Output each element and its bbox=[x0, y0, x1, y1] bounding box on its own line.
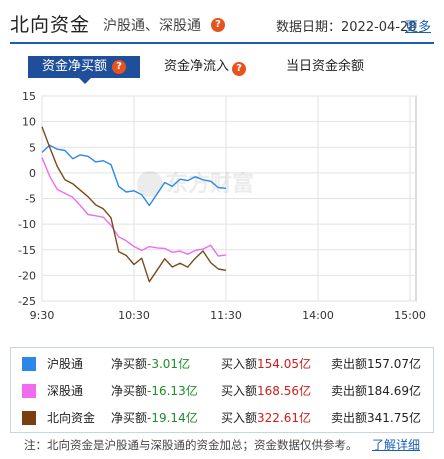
x-axis-ticks: 9:30 10:30 11:30 14:00 15:00 bbox=[30, 309, 426, 322]
x-tick-label: 15:00 bbox=[394, 309, 426, 322]
tab-net-inflow-label: 资金净流入 bbox=[164, 59, 230, 74]
legend-net: 净买额-19.14亿 bbox=[111, 405, 198, 431]
page-subtitle: 沪股通、深股通 bbox=[103, 18, 201, 34]
legend-buy: 买入额322.61亿 bbox=[221, 405, 311, 431]
header: 北向资金 沪股通、深股通 ? 数据日期：2022-04-28 更多 bbox=[0, 0, 444, 44]
net-label: 净买额 bbox=[111, 357, 148, 371]
help-icon[interactable]: ? bbox=[232, 62, 247, 76]
y-tick-label: -15 bbox=[18, 244, 36, 257]
x-tick-label: 14:00 bbox=[302, 309, 334, 322]
tab-net-buy[interactable]: 资金净买额 ? bbox=[28, 56, 140, 78]
sell-value: 157.07亿 bbox=[367, 357, 422, 371]
net-value: -16.13亿 bbox=[147, 384, 198, 398]
sell-label: 卖出额 bbox=[331, 384, 368, 398]
y-tick-label: 10 bbox=[22, 116, 36, 129]
more-link[interactable]: 更多 bbox=[405, 20, 432, 35]
sell-value: 184.69亿 bbox=[367, 384, 422, 398]
data-date: 数据日期：2022-04-28 bbox=[276, 20, 417, 35]
legend-row-north: 北向资金 净买额-19.14亿 买入额322.61亿 卖出额341.75亿 bbox=[11, 405, 433, 431]
legend-sell: 卖出额157.07亿 bbox=[331, 351, 421, 377]
sell-value: 341.75亿 bbox=[367, 411, 422, 425]
tab-daily-balance[interactable]: 当日资金余额 bbox=[286, 56, 364, 78]
header-divider bbox=[10, 42, 434, 44]
y-tick-label: -20 bbox=[18, 269, 36, 282]
learn-more-link[interactable]: 了解详细 bbox=[372, 438, 421, 452]
buy-label: 买入额 bbox=[221, 384, 258, 398]
y-tick-label: 15 bbox=[22, 90, 36, 103]
tab-bar: 资金净买额 ? 资金净流入? 当日资金余额 bbox=[28, 56, 428, 84]
legend-sell: 卖出额184.69亿 bbox=[331, 378, 421, 404]
legend-swatch-north bbox=[22, 411, 36, 425]
watermark: 东方财富 bbox=[137, 171, 254, 197]
y-tick-label: -10 bbox=[18, 218, 36, 231]
help-icon[interactable]: ? bbox=[211, 18, 225, 32]
legend-sell: 卖出额341.75亿 bbox=[331, 405, 421, 431]
y-tick-label: -25 bbox=[18, 295, 36, 308]
legend-row-sh: 沪股通 净买额-3.01亿 买入额154.05亿 卖出额157.07亿 bbox=[11, 351, 433, 377]
buy-value: 168.56亿 bbox=[257, 384, 312, 398]
x-tick-label: 11:30 bbox=[210, 309, 242, 322]
sell-label: 卖出额 bbox=[331, 357, 368, 371]
net-value: -3.01亿 bbox=[147, 357, 191, 371]
legend-row-sz: 深股通 净买额-16.13亿 买入额168.56亿 卖出额184.69亿 bbox=[11, 378, 433, 404]
legend-net: 净买额-3.01亿 bbox=[111, 351, 190, 377]
legend-name: 北向资金 bbox=[47, 411, 96, 425]
tab-net-buy-label: 资金净买额 bbox=[42, 59, 108, 74]
legend-swatch-sz bbox=[22, 384, 36, 398]
watermark-text: 东方财富 bbox=[166, 171, 254, 197]
page-title: 北向资金 bbox=[10, 14, 91, 36]
legend-buy: 买入额168.56亿 bbox=[221, 378, 311, 404]
series-lines bbox=[41, 126, 227, 283]
y-axis-ticks: 15 10 5 0 -5 -10 -15 -20 -25 bbox=[18, 90, 36, 308]
legend-buy: 买入额154.05亿 bbox=[221, 351, 311, 377]
series-line-2 bbox=[41, 126, 227, 283]
x-tick-label: 9:30 bbox=[30, 309, 55, 322]
legend-name: 沪股通 bbox=[47, 357, 84, 371]
footnote: 注：北向资金是沪股通与深股通的资金加总；资金数据仅供参考。 bbox=[24, 438, 358, 452]
buy-label: 买入额 bbox=[221, 357, 258, 371]
series-line-0 bbox=[41, 144, 227, 207]
x-tick-label: 10:30 bbox=[118, 309, 150, 322]
help-icon[interactable]: ? bbox=[112, 60, 126, 74]
buy-value: 154.05亿 bbox=[257, 357, 312, 371]
buy-label: 买入额 bbox=[221, 411, 258, 425]
active-tab-pointer bbox=[79, 78, 91, 84]
legend-net: 净买额-16.13亿 bbox=[111, 378, 198, 404]
tab-daily-balance-label: 当日资金余额 bbox=[286, 59, 365, 74]
legend-table: 沪股通 净买额-3.01亿 买入额154.05亿 卖出额157.07亿 深股通 … bbox=[10, 347, 434, 433]
watermark-logo-icon bbox=[137, 171, 163, 197]
gridlines bbox=[41, 95, 416, 302]
series-line-1 bbox=[41, 157, 227, 257]
legend-swatch-sh bbox=[22, 357, 36, 371]
y-tick-label: 5 bbox=[29, 141, 36, 154]
y-tick-label: 0 bbox=[29, 167, 36, 180]
buy-value: 322.61亿 bbox=[257, 411, 312, 425]
y-tick-label: -5 bbox=[25, 193, 36, 206]
net-label: 净买额 bbox=[111, 411, 148, 425]
net-label: 净买额 bbox=[111, 384, 148, 398]
tab-net-inflow[interactable]: 资金净流入? bbox=[164, 56, 247, 78]
legend-name: 深股通 bbox=[47, 384, 84, 398]
flow-chart[interactable]: 东方财富 15 10 5 0 -5 -10 -15 -20 -25 9:30 10:30 11:30… bbox=[0, 86, 444, 326]
net-value: -19.14亿 bbox=[147, 411, 198, 425]
sell-label: 卖出额 bbox=[331, 411, 368, 425]
